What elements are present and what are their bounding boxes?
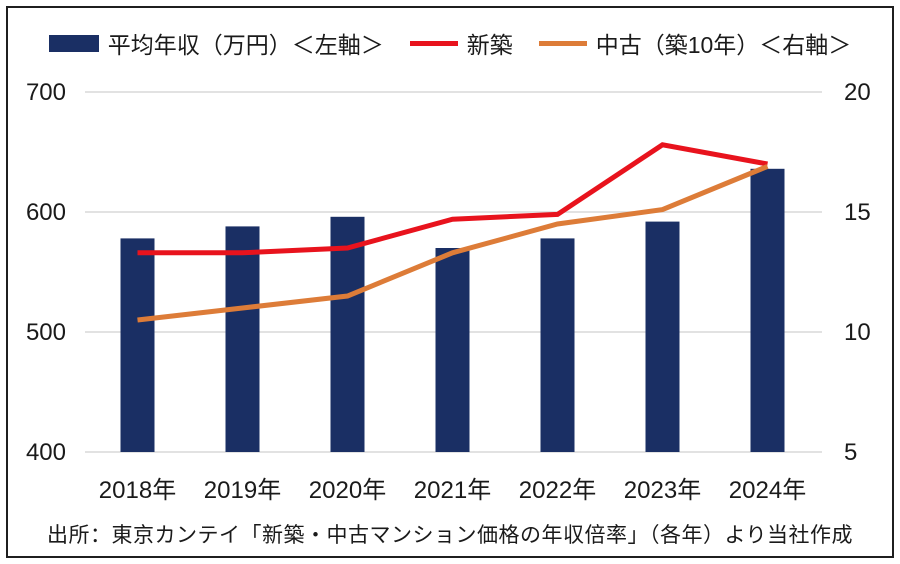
bar-series-swatch [48,34,99,52]
legend-label-chuko: 中古（築10年）＜右軸＞ [595,32,852,58]
x-label-2024年: 2024年 [729,477,806,504]
bar-2019年 [225,226,260,452]
left-axis-tick-600: 600 [26,199,66,226]
line-series-新築 [137,142,768,256]
left-axis-tick-700: 700 [26,79,66,106]
x-label-2019年: 2019年 [204,477,281,504]
legend-item-shinchiku: 新築 [409,26,513,60]
bar-2020年 [330,216,365,452]
bar-2022年 [540,238,575,452]
right-axis-tick-20: 20 [844,79,871,106]
legend-item-average-income: 平均年収（万円）＜左軸＞ [48,26,384,60]
legend-label-shinchiku: 新築 [466,32,513,58]
chart-legend: 平均年収（万円）＜左軸＞ 新築 中古（築10年）＜右軸＞ [20,28,880,58]
legend-item-chuko: 中古（築10年）＜右軸＞ [538,26,852,60]
right-axis-tick-10: 10 [844,319,871,346]
left-axis-tick-400: 400 [26,439,66,466]
legend-label-average-income: 平均年収（万円）＜左軸＞ [107,32,384,58]
x-label-2021年: 2021年 [414,477,491,504]
x-label-2018年: 2018年 [99,477,176,504]
x-label-2020年: 2020年 [309,477,386,504]
bar-2023年 [645,221,680,452]
left-axis-tick-500: 500 [26,319,66,346]
x-label-2023年: 2023年 [624,477,701,504]
right-axis-tick-5: 5 [844,439,857,466]
shinchiku-line-swatch [409,40,458,46]
bar-2024年 [750,168,785,453]
line-series-中古（築10年） [137,164,769,323]
bar-2018年 [120,238,155,452]
chuko-line-swatch [538,40,587,46]
source-note: 出所：東京カンテイ「新築・中古マンション価格の年収倍率」（各年）より当社作成 [46,524,854,547]
x-label-2022年: 2022年 [519,477,596,504]
bar-2021年 [435,248,470,452]
right-axis-tick-15: 15 [844,199,871,226]
